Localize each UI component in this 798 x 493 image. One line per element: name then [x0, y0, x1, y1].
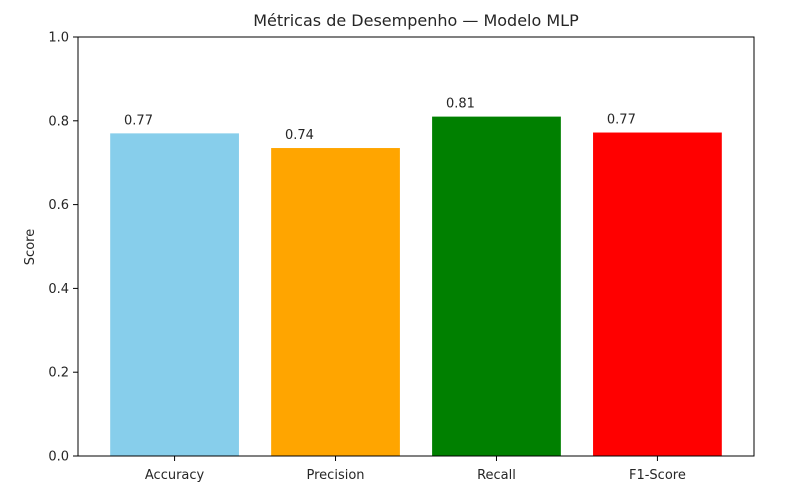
- x-axis: Accuracy Precision Recall F1-Score: [145, 456, 686, 483]
- bar-precision: [271, 148, 400, 456]
- bar-value-label-precision: 0.74: [285, 128, 314, 143]
- x-tick-label-precision: Precision: [307, 468, 365, 483]
- y-tick-label: 0.4: [48, 282, 69, 297]
- x-tick-label-recall: Recall: [477, 468, 516, 483]
- bar-value-label-recall: 0.81: [446, 97, 475, 112]
- y-axis-label: Score: [23, 229, 38, 265]
- y-axis: 0.0 0.2 0.4 0.6 0.8 1.0: [48, 31, 78, 465]
- y-tick-label: 1.0: [48, 31, 69, 46]
- bar-value-label-f1-score: 0.77: [607, 113, 636, 128]
- bars-group: 0.77 0.74 0.81 0.77: [110, 97, 722, 457]
- bar-accuracy: [110, 133, 239, 456]
- bar-f1-score: [593, 132, 722, 457]
- x-tick-label-f1-score: F1-Score: [629, 468, 686, 483]
- y-tick-label: 0.2: [48, 366, 69, 381]
- chart-title: Métricas de Desempenho — Modelo MLP: [253, 11, 579, 30]
- y-tick-label: 0.8: [48, 114, 69, 129]
- plot-frame: [77, 36, 755, 457]
- bar-value-label-accuracy: 0.77: [124, 113, 153, 128]
- y-tick-label: 0.6: [48, 198, 69, 213]
- bar-recall: [432, 116, 561, 457]
- y-tick-label: 0.0: [48, 450, 69, 465]
- x-tick-label-accuracy: Accuracy: [145, 468, 205, 483]
